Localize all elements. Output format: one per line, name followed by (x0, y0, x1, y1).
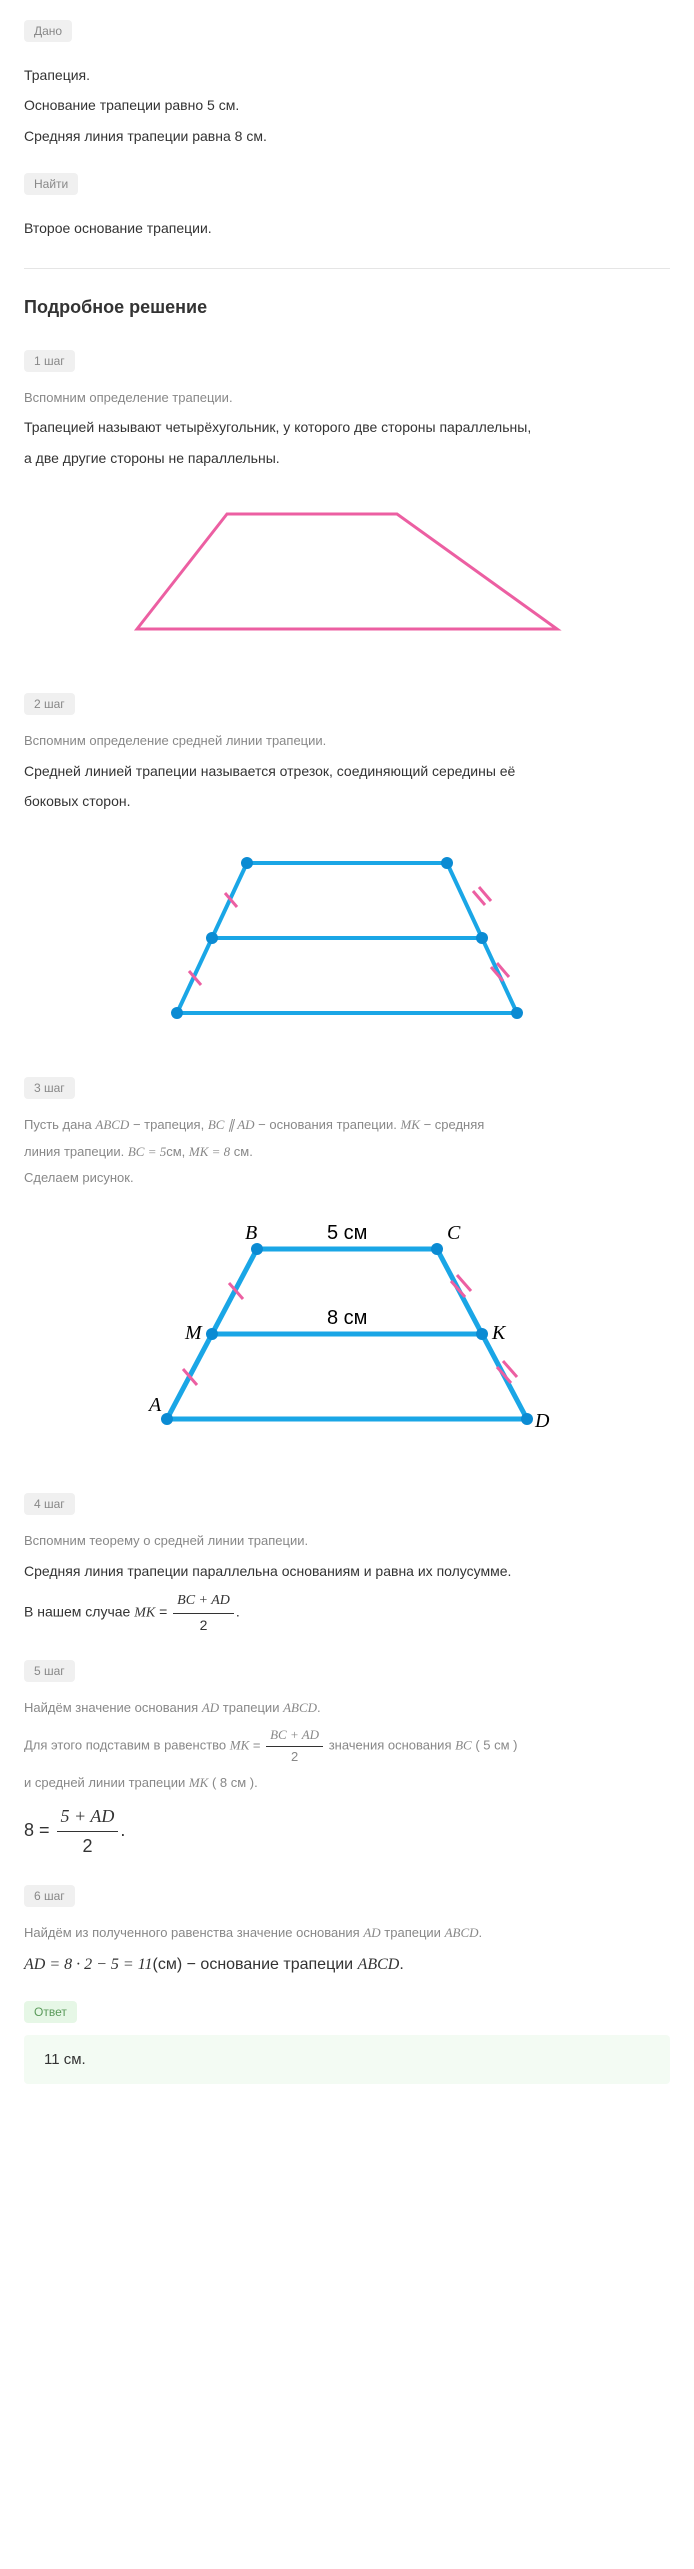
t: значения основания (325, 1738, 455, 1753)
t: см. (230, 1144, 253, 1159)
t: Найдём значение основания (24, 1700, 202, 1715)
step3-sub1: Пусть дана ABCD − трапеция, BC ∥ AD − ос… (24, 1115, 670, 1136)
t: . (479, 1925, 483, 1940)
step1-sub: Вспомним определение трапеции. (24, 388, 670, 409)
t: Найдём из полученного равенства значение… (24, 1925, 363, 1940)
t: трапеции (219, 1700, 283, 1715)
mkval: MK = 8 (189, 1144, 230, 1159)
eq8: 8 = (24, 1820, 55, 1840)
t: и средней линии трапеции (24, 1775, 189, 1790)
dot: . (236, 1604, 240, 1620)
step3-sub2: Сделаем рисунок. (24, 1168, 670, 1189)
given-line1: Трапеция. (24, 64, 670, 86)
step2-figure (24, 833, 670, 1033)
abcd: ABCD (445, 1925, 479, 1940)
step6-result: AD = 8 · 2 − 5 = 11(см) − основание трап… (24, 1952, 670, 1978)
step5-sub2: Для этого подставим в равенство MK = BC … (24, 1725, 670, 1768)
step2-l1: Средней линией трапеции называется отрез… (24, 760, 670, 782)
step4-l2: В нашем случае MK = BC + AD2. (24, 1590, 670, 1636)
var-bc: BC (208, 1117, 225, 1132)
t: линия трапеции. (24, 1144, 128, 1159)
t: . (317, 1700, 321, 1715)
t: Для этого подставим в равенство (24, 1738, 230, 1753)
answer-box: 11 см. (24, 2035, 670, 2084)
find-line1: Второе основание трапеции. (24, 217, 670, 239)
var-mk: MK (400, 1117, 420, 1132)
step6-sub1: Найдём из полученного равенства значение… (24, 1923, 670, 1944)
solution-title: Подробное решение (24, 297, 670, 318)
step1-l1: Трапецией называют четырёхугольник, у ко… (24, 416, 670, 438)
label-K: K (491, 1322, 507, 1344)
step3-sub1-cont: линия трапеции. BC = 5см, MK = 8 см. (24, 1142, 670, 1163)
t: ( 8 см ). (208, 1775, 257, 1790)
dot: . (120, 1820, 125, 1840)
t: − средняя (420, 1117, 484, 1132)
step3-figure: B C M K A D 5 см 8 см (24, 1209, 670, 1449)
eq: = (155, 1604, 171, 1620)
denominator: 2 (57, 1832, 119, 1861)
label-D: D (534, 1410, 550, 1432)
ad: AD (202, 1700, 219, 1715)
given-badge: Дано (24, 20, 72, 42)
mk: MK (189, 1775, 209, 1790)
fraction: BC + AD2 (266, 1725, 323, 1768)
step1-figure (24, 489, 670, 649)
t: − основания трапеции. (255, 1117, 401, 1132)
step4-sub: Вспомним теорему о средней линии трапеци… (24, 1531, 670, 1552)
t: Пусть дана (24, 1117, 95, 1132)
numerator: BC + AD (266, 1725, 323, 1747)
eq: = (249, 1738, 264, 1753)
divider (24, 268, 670, 269)
parallel-sym: ∥ (224, 1117, 237, 1132)
denominator: 2 (266, 1747, 323, 1768)
t: трапеции (381, 1925, 445, 1940)
label-8cm: 8 см (327, 1307, 367, 1329)
t: ( 5 см ) (472, 1738, 518, 1753)
step4-badge: 4 шаг (24, 1493, 75, 1515)
numerator: BC + AD (173, 1590, 234, 1613)
step5-sub3: и средней линии трапеции MK ( 8 см ). (24, 1773, 670, 1794)
step6-badge: 6 шаг (24, 1885, 75, 1907)
ad: AD (363, 1925, 380, 1940)
mk: MK (134, 1606, 155, 1621)
var-abcd: ABCD (95, 1117, 129, 1132)
res: AD = 8 · 2 − 5 = 11 (24, 1956, 153, 1973)
step2-sub: Вспомним определение средней линии трапе… (24, 731, 670, 752)
label-C: C (447, 1222, 461, 1244)
step2-l2: боковых сторон. (24, 790, 670, 812)
t: см, (166, 1144, 189, 1159)
denominator: 2 (173, 1614, 234, 1636)
document-root: Дано Трапеция. Основание трапеции равно … (0, 0, 694, 2104)
label-A: A (147, 1394, 162, 1416)
abcd: ABCD (283, 1700, 317, 1715)
fraction: 5 + AD2 (57, 1802, 119, 1861)
given-line3: Средняя линия трапеции равна 8 см. (24, 125, 670, 147)
label-B: B (245, 1222, 257, 1244)
label-M: M (184, 1322, 203, 1344)
numerator: 5 + AD (57, 1802, 119, 1832)
step2-badge: 2 шаг (24, 693, 75, 715)
t: В нашем случае (24, 1604, 134, 1620)
step4-l1: Средняя линия трапеции параллельна основ… (24, 1560, 670, 1582)
unit: (см) − основание трапеции (153, 1956, 358, 1973)
mk: MK (230, 1738, 250, 1753)
step5-eq: 8 = 5 + AD2. (24, 1802, 670, 1861)
step1-l2: а две другие стороны не параллельны. (24, 447, 670, 469)
bc: BC (455, 1738, 472, 1753)
given-line2: Основание трапеции равно 5 см. (24, 94, 670, 116)
answer-badge: Ответ (24, 2001, 77, 2023)
step1-badge: 1 шаг (24, 350, 75, 372)
find-badge: Найти (24, 173, 78, 195)
step5-sub1: Найдём значение основания AD трапеции AB… (24, 1698, 670, 1719)
abcd2: ABCD (358, 1956, 400, 1973)
var-ad: AD (237, 1117, 254, 1132)
bcval: BC = 5 (128, 1144, 166, 1159)
step3-badge: 3 шаг (24, 1077, 75, 1099)
answer-text: 11 см. (44, 2051, 86, 2068)
t: − трапеция, (129, 1117, 207, 1132)
fraction: BC + AD2 (173, 1590, 234, 1636)
label-5cm: 5 см (327, 1222, 367, 1244)
step5-badge: 5 шаг (24, 1660, 75, 1682)
dot: . (399, 1956, 403, 1973)
